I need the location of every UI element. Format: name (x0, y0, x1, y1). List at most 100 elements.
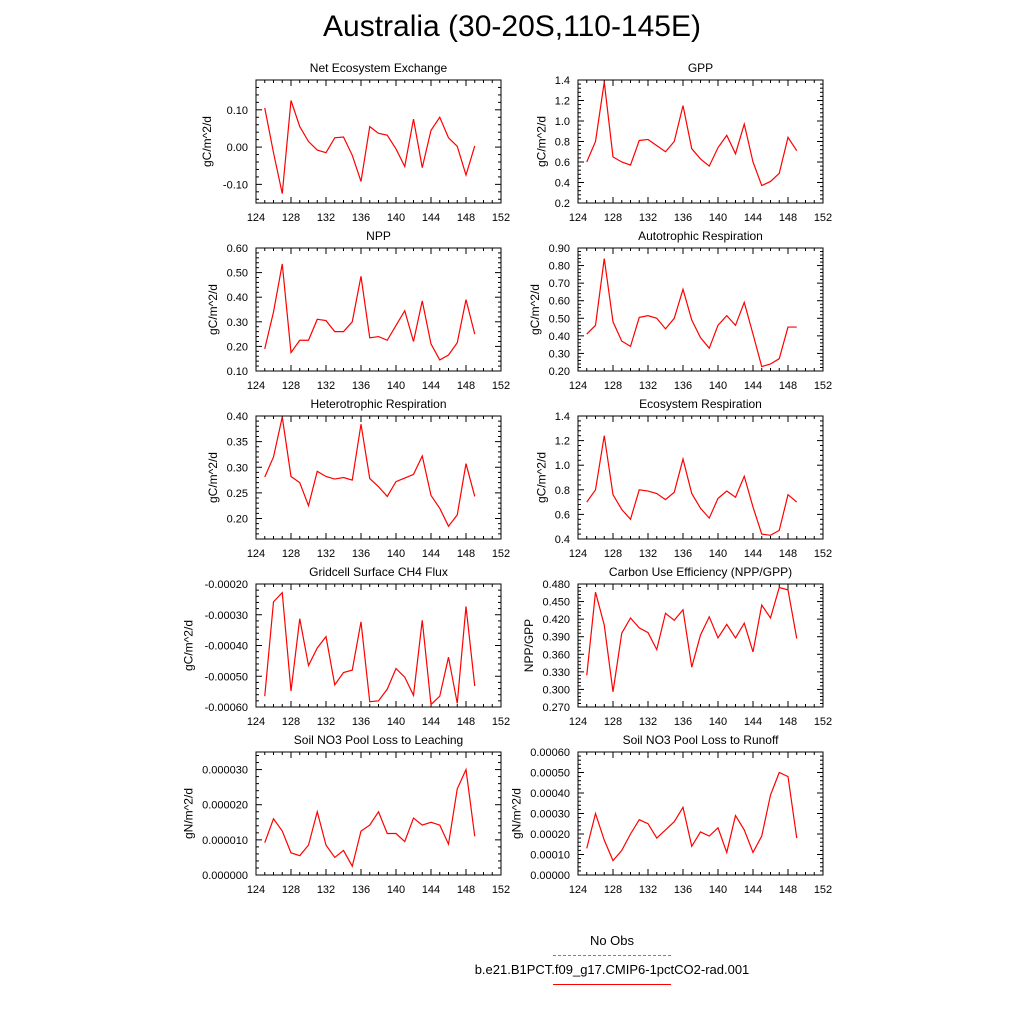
x-tick-label: 152 (814, 884, 832, 896)
chart-title: Carbon Use Efficiency (NPP/GPP) (609, 565, 792, 579)
y-tick-label: 0.6 (555, 509, 570, 521)
x-tick-label: 128 (282, 716, 300, 728)
y-tick-label: 1.0 (555, 460, 570, 472)
y-tick-label: 0.70 (549, 278, 570, 290)
y-axis-label: gC/m^2/d (181, 620, 195, 671)
plot-frame (255, 79, 502, 204)
series-line (264, 263, 476, 361)
x-tick-label: 140 (387, 716, 405, 728)
x-tick-label: 148 (457, 548, 475, 560)
y-tick-label: 0.20 (549, 366, 570, 378)
y-axis-label: gN/m^2/d (510, 788, 524, 839)
x-tick-label: 144 (422, 716, 440, 728)
x-tick-label: 140 (709, 548, 727, 560)
y-tick-label: 0.40 (227, 292, 248, 304)
x-tick-label: 136 (352, 716, 370, 728)
x-tick-label: 132 (639, 884, 657, 896)
x-tick-label: 124 (247, 212, 265, 224)
x-tick-label: 152 (814, 548, 832, 560)
x-tick-label: 136 (674, 884, 692, 896)
x-tick-label: 148 (779, 716, 797, 728)
y-tick-label: 0.20 (227, 514, 248, 526)
y-axis-label: gC/m^2/d (534, 452, 548, 503)
y-axis-label: gC/m^2/d (200, 116, 214, 167)
x-tick-label: 128 (282, 548, 300, 560)
y-tick-label: 0.8 (555, 137, 570, 149)
chart-npp: 124 128 132 136 140 144 148 152 0.10 0.20 0.30 0.40… (206, 229, 510, 392)
chart-title: Heterotrophic Respiration (310, 397, 446, 411)
y-tick-label: 0.40 (227, 411, 248, 423)
y-tick-label: 1.2 (555, 96, 570, 108)
x-tick-label: 124 (569, 716, 587, 728)
x-tick-label: 136 (674, 548, 692, 560)
chart-title: Autotrophic Respiration (638, 229, 763, 243)
y-tick-label: 1.4 (555, 411, 570, 423)
y-tick-label: -0.00060 (205, 702, 248, 714)
y-axis-label: NPP/GPP (522, 619, 536, 672)
y-axis-label: gC/m^2/d (528, 284, 542, 335)
x-tick-label: 128 (604, 548, 622, 560)
x-tick-label: 136 (674, 380, 692, 392)
y-tick-label: 0.50 (227, 268, 248, 280)
x-tick-label: 148 (457, 380, 475, 392)
y-tick-label: 0.000000 (202, 870, 248, 882)
x-tick-label: 132 (639, 380, 657, 392)
y-tick-label: 0.420 (542, 614, 570, 626)
plot-frame (255, 583, 502, 708)
y-tick-label: 0.330 (542, 667, 570, 679)
chart-ecosystem-respiration: 124 128 132 136 140 144 148 152 0.4 0.6 0.8 1.0 1.2 1… (534, 397, 832, 560)
chart-title: Soil NO3 Pool Loss to Runoff (623, 733, 780, 747)
x-tick-label: 132 (317, 380, 335, 392)
y-tick-label: 0.000030 (202, 765, 248, 777)
x-tick-label: 136 (352, 380, 370, 392)
y-tick-label: 0.8 (555, 485, 570, 497)
y-tick-label: 0.90 (549, 243, 570, 255)
x-tick-label: 124 (247, 548, 265, 560)
x-tick-label: 140 (709, 212, 727, 224)
chart-net-ecosystem-exchange: 124 128 132 136 140 144 148 152 -0.10 0.00 0.10 Net… (200, 61, 510, 224)
x-tick-label: 124 (247, 380, 265, 392)
y-axis-label: gC/m^2/d (534, 116, 548, 167)
y-tick-label: 0.10 (227, 366, 248, 378)
x-tick-label: 144 (422, 884, 440, 896)
plot-frame (255, 751, 502, 876)
x-tick-label: 136 (674, 716, 692, 728)
series-line (586, 771, 798, 862)
y-tick-label: 0.00000 (530, 870, 570, 882)
chart-gridcell-surface-ch4-flux: 124 128 132 136 140 144 148 152 -0.00060 -0.00050… (181, 565, 510, 728)
legend-line-model-run (553, 984, 671, 985)
legend: No Obs b.e21.B1PCT.f09_g17.CMIP6-1pctCO2… (420, 928, 804, 1018)
y-tick-label: -0.10 (223, 179, 248, 191)
y-tick-label: 0.00040 (530, 788, 570, 800)
plot-frame (577, 751, 824, 876)
x-tick-label: 128 (282, 212, 300, 224)
y-tick-label: 0.000010 (202, 835, 248, 847)
y-tick-label: 0.00050 (530, 768, 570, 780)
y-tick-label: 0.50 (549, 313, 570, 325)
x-tick-label: 140 (387, 548, 405, 560)
legend-label-no-obs: No Obs (589, 933, 635, 948)
chart-title: Soil NO3 Pool Loss to Leaching (294, 733, 463, 747)
y-tick-label: 0.20 (227, 341, 248, 353)
y-tick-label: 0.35 (227, 437, 248, 449)
x-tick-label: 144 (744, 212, 762, 224)
series-line (264, 416, 476, 528)
x-tick-label: 148 (457, 212, 475, 224)
y-tick-label: 0.00010 (530, 850, 570, 862)
y-tick-label: 0.6 (555, 157, 570, 169)
chart-title: Ecosystem Respiration (639, 397, 762, 411)
x-tick-label: 152 (814, 380, 832, 392)
y-tick-label: 0.270 (542, 702, 570, 714)
y-tick-label: 0.30 (227, 317, 248, 329)
x-tick-label: 140 (387, 380, 405, 392)
x-tick-label: 132 (317, 884, 335, 896)
x-tick-label: 148 (779, 212, 797, 224)
x-tick-label: 152 (814, 716, 832, 728)
y-tick-label: 1.2 (555, 436, 570, 448)
y-tick-label: -0.00030 (205, 610, 248, 622)
chart-carbon-use-efficiency-npp-gpp: 124 128 132 136 140 144 148 152 0.270 0.300 0.330 0… (522, 565, 832, 728)
x-tick-label: 140 (387, 884, 405, 896)
x-tick-label: 148 (779, 548, 797, 560)
y-tick-label: 0.360 (542, 649, 570, 661)
